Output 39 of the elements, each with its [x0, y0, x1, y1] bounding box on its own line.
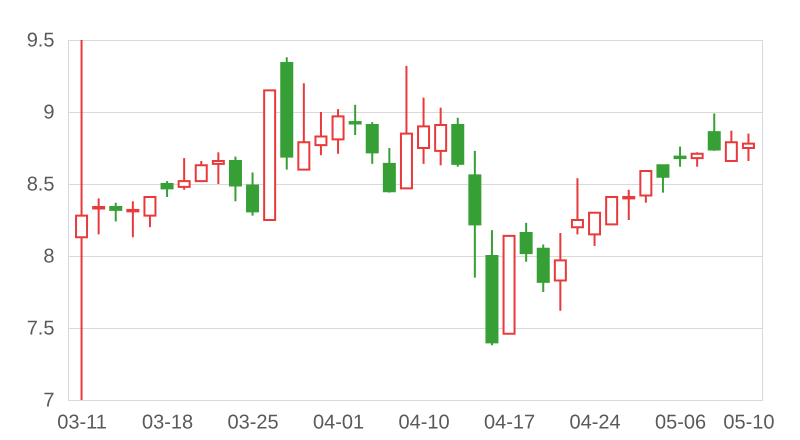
candlestick: [109, 202, 122, 222]
candlestick: [724, 130, 738, 162]
x-tick-label: 04-10: [398, 412, 450, 434]
y-tick-label: 9.5: [26, 30, 54, 52]
candlestick: [554, 232, 567, 312]
candlestick: [674, 146, 687, 168]
y-tick-label: 7.5: [26, 318, 54, 340]
candlestick: [178, 157, 191, 191]
candlestick: [75, 39, 88, 401]
candlestick: [92, 197, 106, 236]
x-tick-label: 04-01: [312, 412, 364, 434]
x-tick-label: 04-17: [484, 412, 536, 434]
candlestick: [417, 96, 430, 165]
candlestick: [212, 151, 225, 185]
x-tick-label: 05-06: [654, 412, 706, 434]
candlestick: [622, 188, 636, 221]
x-tick-label: 03-11: [57, 412, 107, 434]
y-tick-label: 7: [43, 390, 54, 412]
candlestick: [656, 164, 670, 194]
y-tick-label: 8: [43, 246, 54, 268]
candlestick: [160, 180, 174, 198]
candlestick: [570, 177, 584, 236]
candlestick: [314, 111, 328, 156]
candlestick: [708, 112, 721, 152]
candlestick: [690, 151, 704, 168]
candlestick: [742, 132, 755, 162]
candlestick: [348, 104, 362, 136]
candlestick: [143, 196, 156, 228]
x-tick-label: 03-18: [142, 412, 194, 434]
x-tick-label: 04-24: [569, 412, 621, 434]
x-tick-label: 03-25: [227, 412, 279, 434]
y-tick-label: 8.5: [26, 174, 54, 196]
candlestick: [126, 200, 140, 238]
candlestick: [194, 160, 208, 182]
candlestick: [588, 212, 602, 247]
y-tick-label: 9: [43, 102, 54, 124]
candlestick: [332, 108, 345, 155]
x-tick-label: 05-10: [723, 412, 775, 434]
candlestick: [520, 222, 533, 263]
